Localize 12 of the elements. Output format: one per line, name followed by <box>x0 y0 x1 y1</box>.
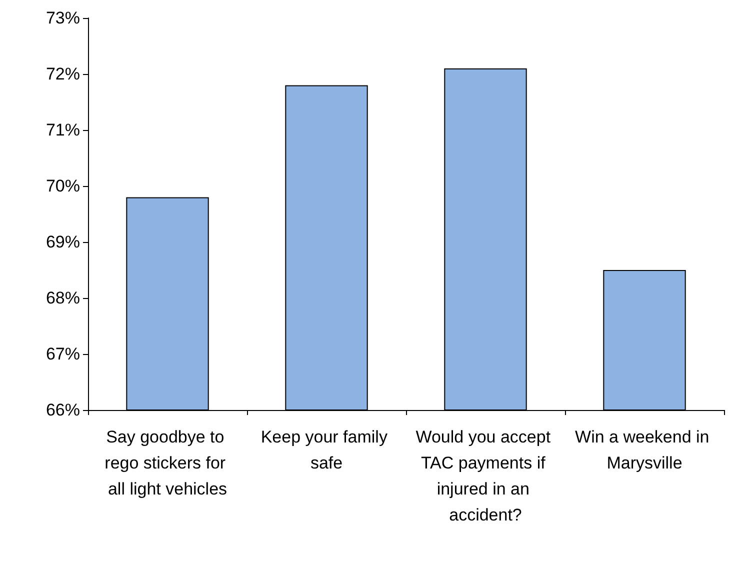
y-tick-label: 71% <box>46 120 80 140</box>
y-tick-label: 68% <box>46 288 80 308</box>
x-tick-label: Say goodbye to rego stickers for all light vehicles <box>104 428 230 498</box>
x-tick-label: Win a weekend in Marysville <box>575 428 714 472</box>
x-tick-label: Keep your family safe <box>260 428 392 472</box>
y-tick-label: 72% <box>46 64 80 84</box>
y-tick-label: 66% <box>46 400 80 420</box>
y-tick-label: 70% <box>46 176 80 196</box>
y-tick-label: 69% <box>46 232 80 252</box>
x-tick-label: Would you accept TAC payments if injured in an accident? <box>416 428 556 524</box>
y-tick-label: 73% <box>46 8 80 28</box>
y-tick-label: 67% <box>46 344 80 364</box>
